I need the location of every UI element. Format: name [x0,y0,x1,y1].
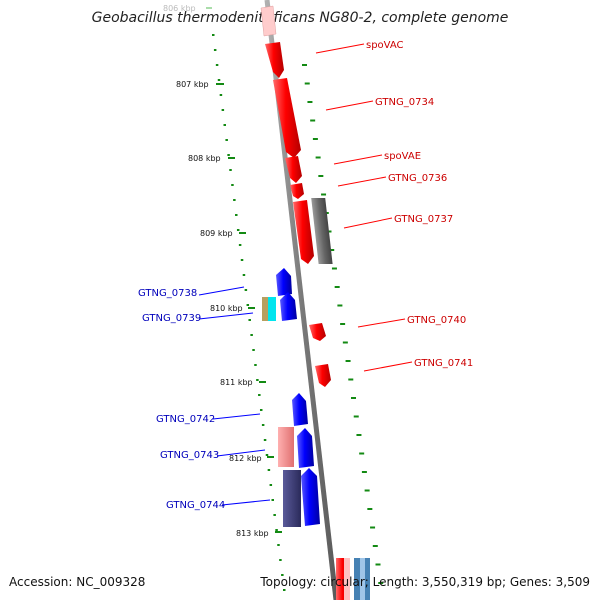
gene-label[interactable]: spoVAC [366,40,404,51]
gene-GTNG_0740[interactable] [309,323,326,341]
accession-text: Accession: NC_009328 [9,575,146,589]
gene-label[interactable]: GTNG_0737 [394,214,453,225]
gene-label[interactable]: spoVAE [384,151,421,162]
gene-GTNG_0739[interactable] [280,292,297,321]
gene-label[interactable]: GTNG_0744 [166,500,225,511]
gene-bottom-lightblue[interactable] [360,558,365,600]
scale-label: 813 kbp [236,529,269,538]
gene-label[interactable]: GTNG_0742 [156,414,215,425]
gene-spoVAE[interactable] [285,156,302,183]
scale-label: 808 kbp [188,154,221,163]
gene-GTNG_0742[interactable] [292,393,308,426]
gene-label[interactable]: GTNG_0741 [414,358,473,369]
gene-label[interactable]: GTNG_0739 [142,313,201,324]
gene-tan[interactable] [262,297,268,321]
scale-label: 812 kbp [229,454,262,463]
gene-GTNG_0744[interactable] [301,468,320,526]
gene-labels: spoVAC GTNG_0734 spoVAE GTNG_0736 GTNG_0… [138,40,473,511]
map-title: Geobacillus thermodenitrificans NG80-2, … [91,10,509,26]
gene-navy[interactable] [283,470,301,527]
scale-ticks [206,7,282,533]
scale-label: 806 kbp [163,4,196,13]
gene-GTNG_0738[interactable] [276,268,292,296]
scale-label: 810 kbp [210,304,243,313]
leader-lines [198,43,413,506]
scale-label: 807 kbp [176,80,209,89]
gene-GTNG_0737-pseudo[interactable] [311,198,333,264]
gene-GTNG_0736[interactable] [290,183,304,199]
gene-GTNG_0737[interactable] [293,200,314,264]
gene-spoVAC[interactable] [260,5,277,37]
gene-label[interactable]: GTNG_0738 [138,288,197,299]
gene-GTNG_0741[interactable] [315,364,331,387]
forward-genes [260,5,350,600]
gene-GTNG_0743[interactable] [297,428,314,468]
gene-label[interactable]: GTNG_0740 [407,315,466,326]
gene-GTNG_0734[interactable] [273,78,301,158]
scale-label: 809 kbp [200,229,233,238]
gene-spoVAC-arrow[interactable] [265,42,284,78]
outer-tick-track [302,64,384,584]
scale-labels: 806 kbp 807 kbp 808 kbp 809 kbp 810 kbp … [163,4,269,538]
gene-bottom-pink[interactable] [344,558,350,600]
gene-label[interactable]: GTNG_0743 [160,450,219,461]
gene-cyan[interactable] [268,297,276,321]
scale-label: 811 kbp [220,378,253,387]
gene-white[interactable] [276,297,278,321]
reverse-genes [262,268,370,600]
gene-label[interactable]: GTNG_0734 [375,97,434,108]
inner-tick-track [212,34,286,591]
gene-label[interactable]: GTNG_0736 [388,173,447,184]
gene-pink[interactable] [278,427,294,467]
summary-text: Topology: circular; Length: 3,550,319 bp… [260,575,590,589]
